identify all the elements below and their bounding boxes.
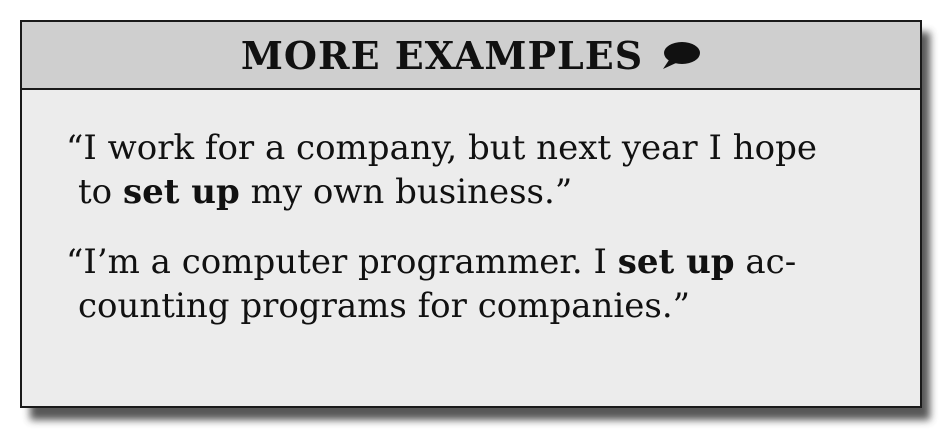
example-2-line-1: “I’m a computer programmer. I set up ac- bbox=[66, 240, 900, 284]
example-text: to bbox=[78, 172, 123, 212]
example-text: ac- bbox=[734, 242, 797, 282]
speech-bubble-icon bbox=[663, 42, 701, 69]
examples-box: MORE EXAMPLES “I work for a company, but… bbox=[20, 20, 922, 408]
example-1: “I work for a company, but next year I h… bbox=[66, 126, 900, 214]
example-2: “I’m a computer programmer. I set up ac-… bbox=[66, 240, 900, 328]
box-header: MORE EXAMPLES bbox=[22, 22, 920, 90]
header-title: MORE EXAMPLES bbox=[240, 32, 644, 78]
example-text: “I work for a company, but next year I h… bbox=[66, 128, 817, 168]
example-text: “I’m a computer programmer. I bbox=[66, 242, 618, 282]
example-text: counting programs for companies.” bbox=[78, 286, 691, 326]
phrasal-verb: set up bbox=[122, 172, 240, 212]
example-1-line-2: to set up my own business.” bbox=[66, 170, 900, 214]
example-2-line-2: counting programs for companies.” bbox=[66, 284, 900, 328]
example-1-line-1: “I work for a company, but next year I h… bbox=[66, 126, 900, 170]
example-text: my own business.” bbox=[239, 172, 573, 212]
phrasal-verb: set up bbox=[617, 242, 735, 282]
box-body: “I work for a company, but next year I h… bbox=[22, 90, 920, 328]
